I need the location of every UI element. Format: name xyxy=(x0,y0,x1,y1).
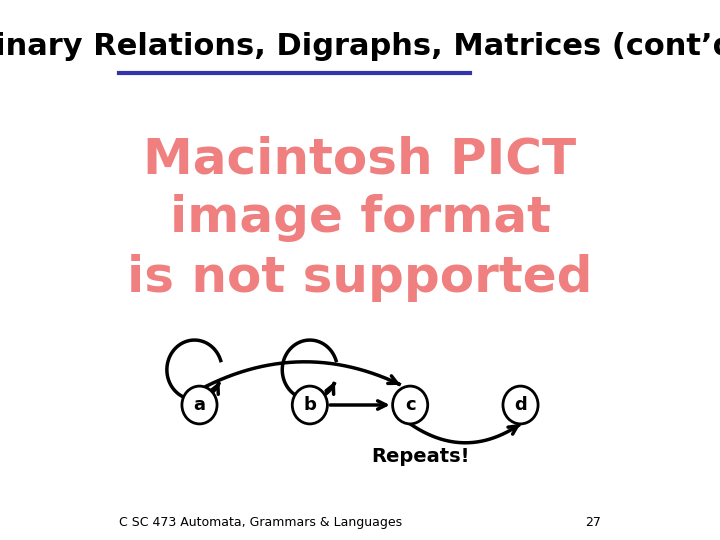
Circle shape xyxy=(392,386,428,424)
Text: 27: 27 xyxy=(585,516,600,529)
Text: b: b xyxy=(303,396,316,414)
Text: a: a xyxy=(194,396,205,414)
Text: Binary Relations, Digraphs, Matrices (cont’d): Binary Relations, Digraphs, Matrices (co… xyxy=(0,32,720,62)
Text: C SC 473 Automata, Grammars & Languages: C SC 473 Automata, Grammars & Languages xyxy=(120,516,402,529)
Text: c: c xyxy=(405,396,415,414)
Text: d: d xyxy=(514,396,527,414)
Circle shape xyxy=(182,386,217,424)
Circle shape xyxy=(503,386,538,424)
Text: Macintosh PICT
image format
is not supported: Macintosh PICT image format is not suppo… xyxy=(127,135,593,302)
Circle shape xyxy=(292,386,328,424)
Text: Repeats!: Repeats! xyxy=(371,447,469,466)
